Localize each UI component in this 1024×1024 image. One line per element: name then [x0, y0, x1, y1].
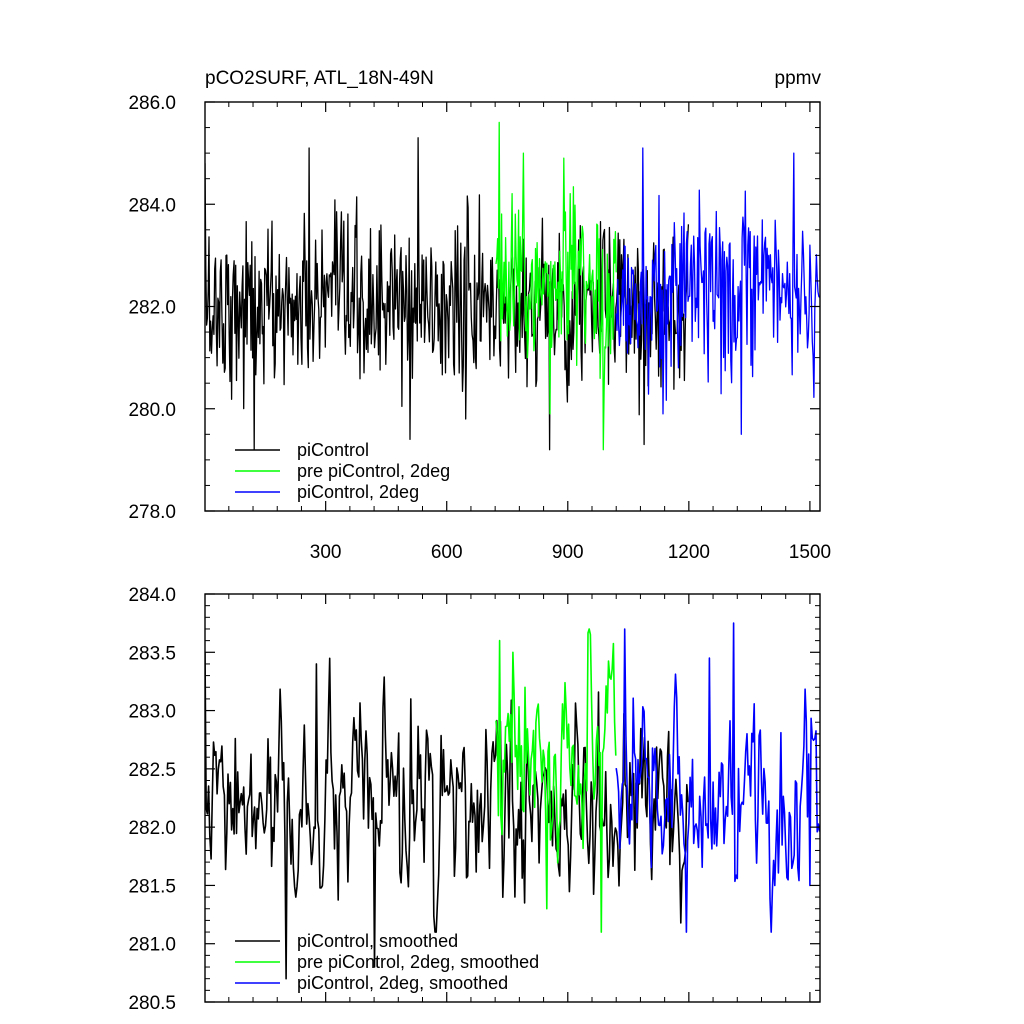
bottom-legend-label-2: piControl, 2deg, smoothed: [297, 973, 508, 993]
top-chart-title: pCO2SURF, ATL_18N-49N: [205, 68, 434, 89]
bottom-y-tick-label: 282.0: [128, 818, 176, 839]
top-x-tick-label: 300: [310, 542, 342, 563]
top-x-tick-label: 900: [552, 542, 584, 563]
top-chart-frame: [204, 101, 821, 512]
bottom-series-line-0: [205, 652, 689, 980]
bottom-series-line-1: [495, 628, 617, 933]
top-legend-label-2: piControl, 2deg: [297, 482, 419, 502]
bottom-y-tick-label: 283.5: [128, 643, 176, 664]
bottom-y-tick-label: 282.5: [128, 760, 176, 781]
top-series-line-2: [615, 147, 820, 435]
bottom-chart-ticks: 280.5 281.0 281.5 282.0 282.5 283.0 283.5 284.0: [128, 585, 820, 1014]
top-chart-units: ppmv: [775, 68, 822, 89]
top-chart-ticks: 278.0 280.0 282.0 284.0 286.0 300 600 900 1200 15…: [128, 93, 831, 563]
bottom-legend-label-0: piControl, smoothed: [297, 931, 458, 951]
top-chart-lines: [205, 121, 820, 451]
bottom-y-tick-label: 284.0: [128, 585, 176, 606]
bottom-chart-panel: 280.5 281.0 281.5 282.0 282.5 283.0 283.5 284.0…: [128, 585, 821, 1014]
top-y-tick-label: 280.0: [128, 400, 176, 421]
bottom-series-line-2: [615, 622, 820, 933]
top-y-tick-label: 282.0: [128, 298, 176, 319]
top-series-line-1: [495, 121, 617, 451]
top-y-tick-label: 278.0: [128, 502, 176, 523]
top-chart-panel: pCO2SURF, ATL_18N-49N ppmv 278.0 280.0 282…: [128, 68, 831, 563]
bottom-chart-lines: [205, 622, 820, 980]
top-series-line-0: [205, 137, 690, 451]
top-legend-label-1: pre piControl, 2deg: [297, 461, 450, 481]
bottom-y-tick-label: 283.0: [128, 702, 176, 723]
top-x-tick-label: 1500: [789, 542, 831, 563]
top-y-tick-label: 284.0: [128, 195, 176, 216]
bottom-y-tick-label: 281.0: [128, 935, 176, 956]
bottom-legend-label-1: pre piControl, 2deg, smoothed: [297, 952, 539, 972]
top-y-tick-label: 286.0: [128, 93, 176, 114]
bottom-y-tick-label: 280.5: [128, 993, 176, 1014]
top-x-tick-label: 1200: [668, 542, 710, 563]
bottom-chart-frame: [204, 593, 821, 1003]
top-x-tick-label: 600: [431, 542, 463, 563]
top-legend-label-0: piControl: [297, 440, 369, 460]
bottom-y-tick-label: 281.5: [128, 876, 176, 897]
